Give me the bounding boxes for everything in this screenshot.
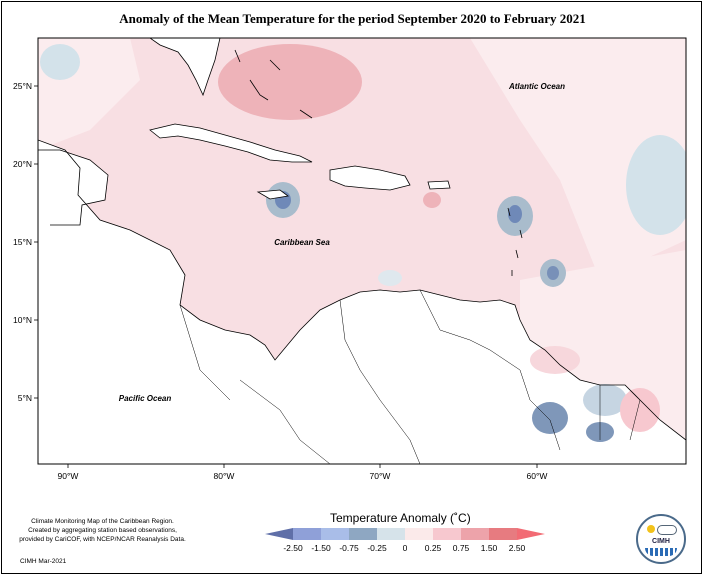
warm-anomaly-patch [218, 44, 362, 120]
colorbar-segment [265, 528, 293, 540]
lon-tick-label: 60°W [527, 471, 548, 481]
colorbar-segment [293, 528, 321, 540]
plot-border [37, 37, 687, 465]
legend-title: Temperature Anomaly (˚C) [330, 511, 471, 525]
footnote: Climate Monitoring Map of the Caribbean … [10, 517, 195, 544]
footnote-line: Created by aggregating station based obs… [28, 527, 177, 534]
logo-text: CIMH [652, 538, 670, 545]
colorbar-segment [489, 528, 517, 540]
colorbar-tick-label: -0.75 [339, 543, 359, 553]
land-yucatan [38, 150, 108, 230]
lat-tick-label: 10°N [13, 315, 32, 325]
land-hispaniola [330, 166, 410, 190]
warm-anomaly-land [620, 388, 660, 432]
caribbean-sea-label: Caribbean Sea [274, 238, 330, 247]
cimh-logo: CIMH [636, 514, 686, 564]
colorbar-tick-label: 0.25 [424, 543, 442, 553]
colorbar-tick-label: -1.50 [311, 543, 331, 553]
cool-anomaly-core [508, 205, 522, 223]
cool-anomaly-patch [40, 44, 80, 80]
colorbar-segment [433, 528, 461, 540]
lon-tick-label: 90°W [58, 471, 79, 481]
colorbar-tick-label: 2.50 [508, 543, 526, 553]
coastlines [38, 38, 686, 441]
cool-anomaly-patch [626, 135, 686, 235]
colorbar-segment [405, 528, 433, 540]
cool-anomaly-core [547, 266, 559, 280]
cloud-icon [657, 525, 677, 535]
land-florida [150, 38, 220, 95]
land-cuba [150, 124, 312, 162]
colorbar-segment [461, 528, 489, 540]
colorbar-segment [517, 528, 545, 540]
cool-anomaly-land [532, 402, 568, 434]
sun-icon [647, 525, 655, 533]
footnote-line: provided by CariCOF, with NCEP/NCAR Rean… [19, 536, 186, 543]
wave-icon [645, 548, 677, 556]
warm-anomaly-patch [423, 192, 441, 208]
lon-tick-label: 80°W [214, 471, 235, 481]
colorbar-segment [321, 528, 349, 540]
lat-tick-label: 5°N [18, 393, 32, 403]
colorbar-tick-label: -0.25 [367, 543, 387, 553]
atlantic-ocean-label: Atlantic Ocean [508, 82, 565, 91]
land-jamaica [258, 190, 288, 199]
land-puerto-rico [428, 181, 450, 189]
colorbar-segment [377, 528, 405, 540]
pacific-ocean-label: Pacific Ocean [119, 394, 172, 403]
map-title: Anomaly of the Mean Temperature for the … [119, 11, 586, 26]
colorbar-tick-label: -2.50 [283, 543, 303, 553]
lat-tick-label: 20°N [13, 159, 32, 169]
cool-anomaly-patch [378, 270, 402, 286]
lat-tick-label: 15°N [13, 237, 32, 247]
cool-anomaly-land [583, 384, 627, 416]
colorbar-tick-label: 1.50 [480, 543, 498, 553]
anomaly-light-patch [470, 38, 686, 280]
axis-ticks [34, 85, 538, 468]
lat-tick-label: 25°N [13, 81, 32, 91]
lon-tick-label: 70°W [370, 471, 391, 481]
footnote-line: Climate Monitoring Map of the Caribbean … [31, 518, 174, 525]
colorbar-tick-label: 0 [402, 543, 408, 553]
colorbar-segment [349, 528, 377, 540]
credit-text: CIMH Mar-2021 [20, 558, 67, 565]
land-central-south-america [38, 140, 686, 464]
country-borders [179, 289, 641, 464]
colorbar-tick-label: 0.75 [452, 543, 470, 553]
colorbar [265, 528, 545, 540]
